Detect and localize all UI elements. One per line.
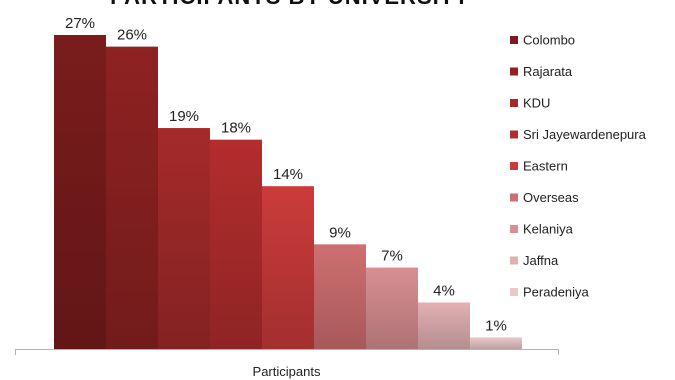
bar-rajarata: [106, 46, 158, 349]
chart-title: PARTICIPANTS BY UNIVERSITY: [110, 0, 470, 9]
data-label-kdu: 19%: [169, 108, 199, 125]
data-label-overseas: 9%: [329, 224, 351, 241]
data-label-eastern: 14%: [273, 166, 303, 183]
legend-label-sri-jayewardenepura: Sri Jayewardenepura: [523, 127, 647, 142]
x-axis-ticks: [15, 349, 559, 355]
bar-jaffna: [418, 302, 470, 349]
data-label-peradeniya: 1%: [485, 317, 507, 334]
legend-swatch: [510, 193, 518, 202]
legend-swatch: [510, 99, 518, 107]
legend-label-kelaniya: Kelaniya: [523, 222, 574, 237]
bar-kelaniya: [366, 267, 418, 349]
legend-label-overseas: Overseas: [523, 190, 579, 205]
x-axis-label: Participants: [253, 364, 321, 379]
legend-label-jaffna: Jaffna: [523, 253, 559, 268]
bars-group: [54, 35, 522, 349]
bar-peradeniya: [470, 337, 522, 349]
data-label-rajarata: 26%: [117, 27, 147, 44]
legend-label-kdu: KDU: [523, 96, 550, 111]
data-label-jaffna: 4%: [433, 282, 455, 299]
data-label-sri-jayewardenepura: 18%: [221, 120, 251, 137]
bar-sri-jayewardenepura: [210, 139, 262, 349]
legend-swatch: [510, 288, 518, 296]
legend-swatch: [510, 162, 518, 170]
data-label-colombo: 27%: [65, 15, 95, 32]
legend-swatch: [510, 36, 518, 44]
legend-label-colombo: Colombo: [523, 33, 575, 48]
bar-overseas: [314, 244, 366, 349]
legend-swatch: [510, 225, 518, 233]
legend-label-rajarata: Rajarata: [523, 64, 573, 79]
legend-swatch: [510, 130, 518, 139]
data-label-kelaniya: 7%: [381, 248, 403, 265]
bar-kdu: [158, 128, 210, 349]
legend-swatch: [510, 256, 518, 265]
bar-colombo: [54, 35, 106, 349]
legend-swatch: [510, 67, 518, 76]
legend-label-eastern: Eastern: [523, 159, 568, 174]
legend-label-peradeniya: Peradeniya: [523, 285, 590, 300]
legend: Colombo Rajarata KDU Sri Jayewardenepura Eas…: [510, 33, 647, 300]
data-labels-group: 27% 26% 19% 18% 14% 9% 7% 4% 1%: [65, 15, 507, 334]
bar-eastern: [262, 186, 314, 349]
